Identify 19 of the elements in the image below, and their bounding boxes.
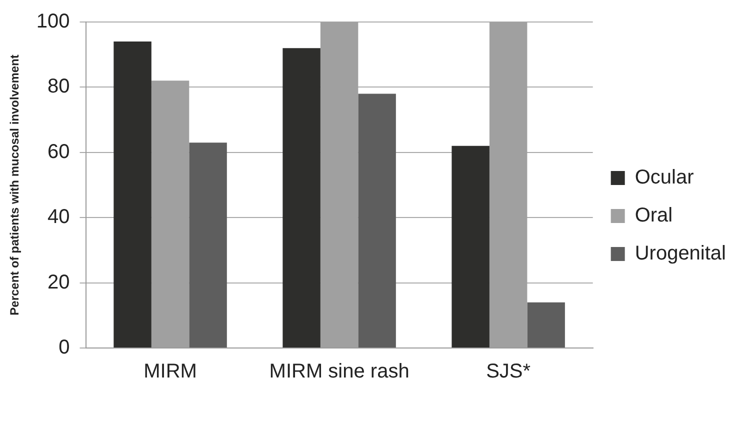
bar xyxy=(358,94,396,348)
x-tick-label: MIRM sine rash xyxy=(269,360,410,383)
legend-label: Ocular xyxy=(634,166,694,189)
y-tick-label: 20 xyxy=(48,271,70,294)
bar xyxy=(114,42,152,348)
bar xyxy=(282,48,320,348)
legend-label: Oral xyxy=(634,204,673,227)
bar xyxy=(452,146,490,348)
x-tick-label: SJS* xyxy=(486,360,531,383)
y-tick-label: 60 xyxy=(48,140,70,163)
x-tick-label: MIRM xyxy=(144,360,197,383)
y-tick-label: 100 xyxy=(36,10,70,33)
bar xyxy=(189,142,227,348)
y-tick-label: 80 xyxy=(48,76,70,98)
legend-label: Urogenital xyxy=(634,242,726,265)
y-tick-label: 40 xyxy=(48,206,70,228)
bar xyxy=(527,302,565,348)
y-axis-title: Percent of patients with mucosal involvement xyxy=(8,54,22,316)
y-tick-label: 0 xyxy=(58,336,70,359)
